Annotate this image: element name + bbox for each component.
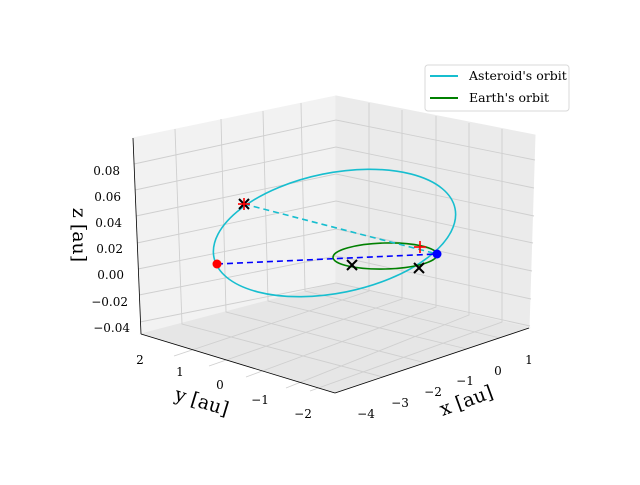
y-tick-label: 1 [176,365,184,379]
z-tick-label: 0.04 [95,216,122,230]
z-tick-label: 0.00 [97,268,124,282]
plus-marker-asteroid [238,198,250,210]
grid-z-6 [138,255,532,300]
x-marker-earth-2 [413,262,425,274]
x-tick-label: 1 [525,353,533,367]
z-tick-label: −0.04 [93,321,130,335]
grid-y-4 [300,102,501,339]
x-tick-label: 0 [494,364,502,378]
axis-lines [132,137,530,394]
connector-asteroid-dashed [243,203,438,255]
x-tick-label: −1 [456,374,474,388]
grid-z-4 [136,200,534,244]
grid-z-5 [137,228,533,272]
grid-z-2 [134,146,535,191]
z-tick-label: 0.02 [96,242,123,256]
x-tick-label: −4 [357,407,375,421]
grid-x-2 [208,110,403,367]
x-tick-label: −3 [391,396,409,410]
z-axis-label: z [au] [68,208,90,262]
grid-y-2 [220,118,427,364]
x-tick-label: −2 [424,385,442,399]
grid-y-3 [262,110,468,350]
y-ticks: 2 1 0 −1 −2 [136,353,312,421]
earth-position-dot [432,249,442,259]
y-tick-label: 0 [216,378,224,392]
z-ticks: 0.08 0.06 0.04 0.02 0.00 −0.02 −0.04 [91,164,130,335]
grid-z-1 [133,119,536,165]
plus-marker-earth [414,241,426,253]
legend-label-earth: Earth's orbit [469,90,549,105]
grid-x-4 [285,123,470,389]
z-tick-label: −0.02 [91,295,128,309]
asteroid-position-dot [212,259,222,269]
y-tick-label: −1 [251,393,269,407]
x-axis-line [334,327,530,394]
legend-box [424,64,570,112]
grid-z-7 [139,282,531,327]
z-tick-label: 0.06 [94,190,121,204]
grid-x-1 [173,103,370,357]
legend-label-asteroid: Asteroid's orbit [468,68,567,83]
grid-y-1 [174,128,384,378]
y-tick-label: −2 [294,407,312,421]
x-marker-earth-1 [346,259,358,271]
z-tick-label: 0.08 [93,164,120,178]
y-tick-label: 2 [136,353,144,367]
asteroid-orbit-line [212,168,457,298]
x-ticks: −4 −3 −2 −1 0 1 [357,353,533,421]
grid-lines [133,102,536,392]
grid-x-5 [309,129,503,392]
z-axis-line [132,137,142,335]
y-axis-line [140,333,336,394]
grid-x-3 [245,116,437,378]
grid-z-3 [135,173,535,217]
legend: Asteroid's orbit Earth's orbit [424,64,570,112]
connector-earth-dashed [216,253,438,265]
